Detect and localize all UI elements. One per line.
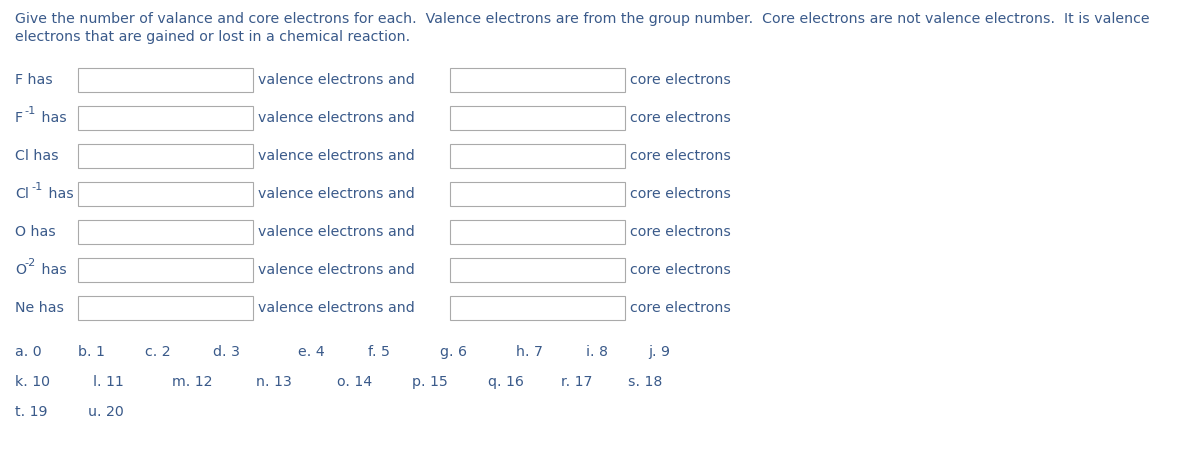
- Text: f. 5: f. 5: [368, 345, 390, 359]
- Bar: [450, 144, 625, 168]
- Text: q. 16: q. 16: [488, 375, 524, 389]
- Text: has: has: [37, 111, 67, 125]
- Text: Ne has: Ne has: [14, 301, 64, 315]
- Text: O: O: [14, 263, 26, 277]
- Text: core electrons: core electrons: [630, 149, 731, 163]
- Text: core electrons: core electrons: [630, 263, 731, 277]
- Bar: [450, 182, 625, 206]
- Bar: [78, 106, 253, 130]
- Bar: [450, 68, 625, 92]
- Text: n. 13: n. 13: [256, 375, 292, 389]
- Text: has: has: [44, 187, 73, 201]
- Text: i. 8: i. 8: [586, 345, 608, 359]
- Text: valence electrons and: valence electrons and: [258, 149, 415, 163]
- Text: has: has: [37, 263, 67, 277]
- Bar: [450, 258, 625, 282]
- Text: valence electrons and: valence electrons and: [258, 301, 415, 315]
- Bar: [450, 106, 625, 130]
- Text: F has: F has: [14, 73, 53, 87]
- Text: -1: -1: [24, 106, 35, 116]
- Text: Cl: Cl: [14, 187, 29, 201]
- Text: e. 4: e. 4: [298, 345, 325, 359]
- Bar: [78, 68, 253, 92]
- Text: core electrons: core electrons: [630, 225, 731, 239]
- Text: r. 17: r. 17: [562, 375, 593, 389]
- Bar: [450, 220, 625, 244]
- Text: core electrons: core electrons: [630, 73, 731, 87]
- Text: g. 6: g. 6: [440, 345, 467, 359]
- Text: O has: O has: [14, 225, 55, 239]
- Text: Cl has: Cl has: [14, 149, 59, 163]
- Text: a. 0: a. 0: [14, 345, 42, 359]
- Text: valence electrons and: valence electrons and: [258, 111, 415, 125]
- Text: core electrons: core electrons: [630, 111, 731, 125]
- Text: j. 9: j. 9: [648, 345, 670, 359]
- Text: h. 7: h. 7: [516, 345, 542, 359]
- Text: valence electrons and: valence electrons and: [258, 225, 415, 239]
- Text: c. 2: c. 2: [145, 345, 170, 359]
- Text: o. 14: o. 14: [337, 375, 372, 389]
- Text: -2: -2: [24, 258, 35, 268]
- Bar: [78, 220, 253, 244]
- Bar: [450, 296, 625, 320]
- Text: electrons that are gained or lost in a chemical reaction.: electrons that are gained or lost in a c…: [14, 30, 410, 44]
- Text: core electrons: core electrons: [630, 301, 731, 315]
- Text: t. 19: t. 19: [14, 405, 48, 419]
- Text: Give the number of valance and core electrons for each.  Valence electrons are f: Give the number of valance and core elec…: [14, 12, 1150, 26]
- Text: F: F: [14, 111, 23, 125]
- Bar: [78, 144, 253, 168]
- Text: -1: -1: [31, 182, 42, 192]
- Text: core electrons: core electrons: [630, 187, 731, 201]
- Text: valence electrons and: valence electrons and: [258, 263, 415, 277]
- Text: s. 18: s. 18: [628, 375, 662, 389]
- Text: l. 11: l. 11: [94, 375, 124, 389]
- Text: k. 10: k. 10: [14, 375, 50, 389]
- Text: d. 3: d. 3: [214, 345, 240, 359]
- Text: valence electrons and: valence electrons and: [258, 187, 415, 201]
- Text: p. 15: p. 15: [412, 375, 448, 389]
- Text: m. 12: m. 12: [172, 375, 212, 389]
- Text: u. 20: u. 20: [88, 405, 124, 419]
- Bar: [78, 182, 253, 206]
- Bar: [78, 258, 253, 282]
- Text: valence electrons and: valence electrons and: [258, 73, 415, 87]
- Text: b. 1: b. 1: [78, 345, 104, 359]
- Bar: [78, 296, 253, 320]
